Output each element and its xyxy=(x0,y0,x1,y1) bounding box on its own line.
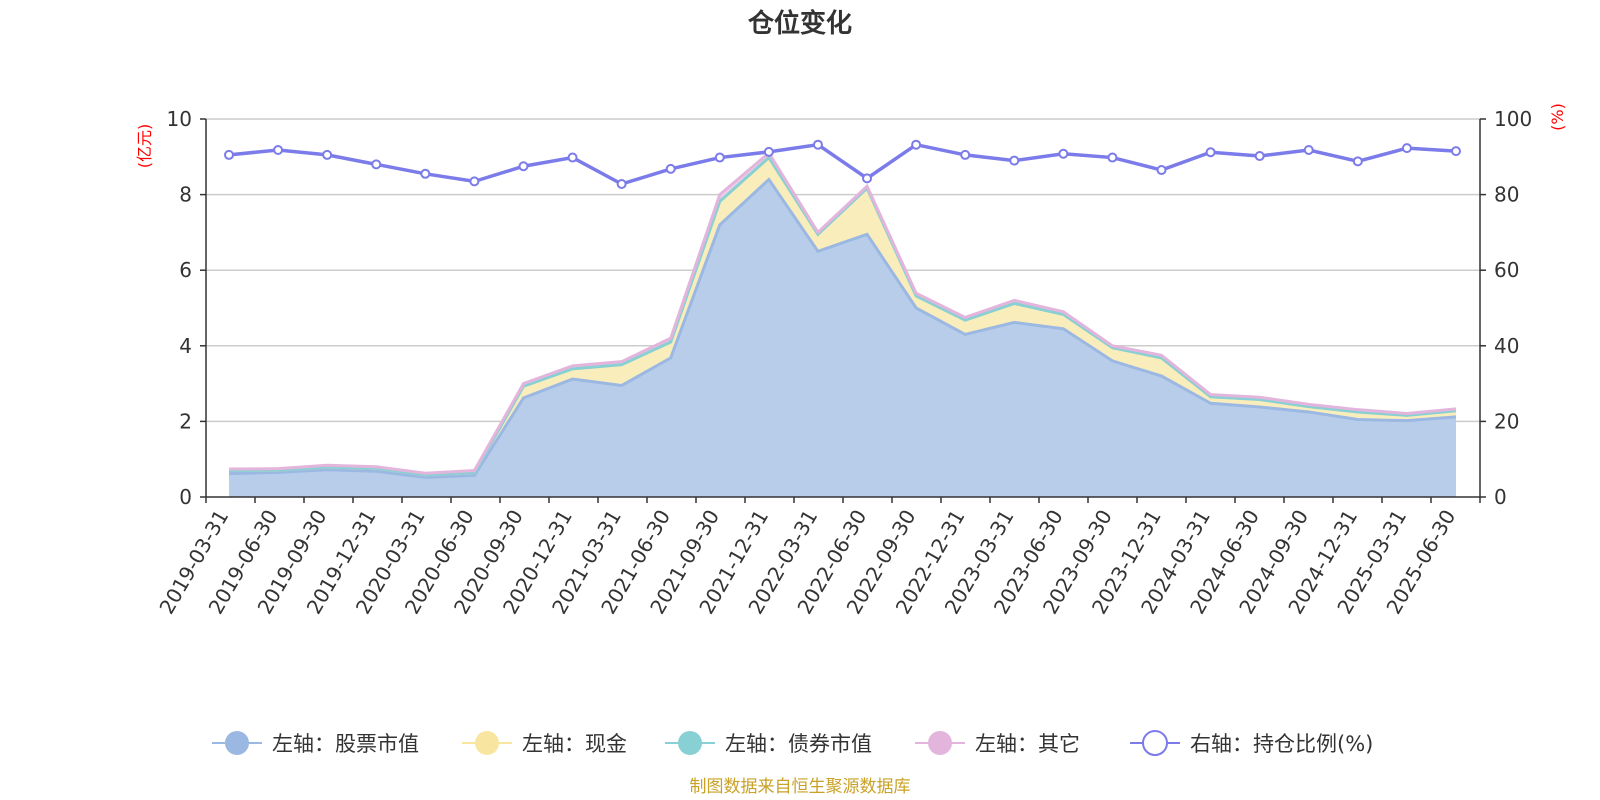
legend-label: 左轴：债券市值 xyxy=(725,732,872,756)
area-左轴：股票市值 xyxy=(229,179,1456,498)
legend-marker xyxy=(1142,730,1168,756)
ratio-point xyxy=(1401,143,1412,154)
left-axis-unit: (亿元) xyxy=(135,124,154,169)
legend-marker xyxy=(475,731,499,755)
legend-marker xyxy=(678,731,702,755)
legend-label: 右轴：持仓比例(%) xyxy=(1190,732,1373,756)
ratio-point xyxy=(911,139,922,150)
ratio-point xyxy=(1009,155,1020,166)
right-tick-label: 100 xyxy=(1494,107,1532,131)
area-edge-左轴：股票市值 xyxy=(228,177,1457,479)
legend-label: 左轴：其它 xyxy=(975,732,1080,756)
legend-marker xyxy=(928,731,952,755)
ratio-point xyxy=(567,152,578,163)
ratio-point xyxy=(469,176,480,187)
ratio-point xyxy=(1205,147,1216,158)
area-edge-左轴：其它 xyxy=(228,150,1457,475)
ratio-point xyxy=(420,168,431,179)
ratio-point xyxy=(1058,148,1069,159)
right-tick-label: 20 xyxy=(1494,409,1519,433)
ratio-point xyxy=(714,152,725,163)
left-tick-label: 10 xyxy=(167,107,192,131)
area-左轴：现金 xyxy=(229,157,1456,478)
ratio-point xyxy=(763,146,774,157)
left-tick-label: 8 xyxy=(179,183,192,207)
legend: 左轴：股票市值 左轴：现金 左轴：债券市值 左轴：其它 右轴：持仓比例(%) xyxy=(212,730,1373,756)
ratio-point xyxy=(1107,152,1118,163)
ratio-point xyxy=(862,173,873,184)
right-axis-unit: (%) xyxy=(1548,103,1567,131)
stacked-areas xyxy=(228,150,1457,498)
ratio-point xyxy=(518,161,529,172)
holding-ratio-line xyxy=(224,139,1461,190)
left-tick-label: 0 xyxy=(179,485,192,509)
ratio-point xyxy=(371,159,382,170)
ratio-point xyxy=(960,149,971,160)
right-tick-label: 60 xyxy=(1494,258,1519,282)
ratio-point xyxy=(616,179,627,190)
left-tick-label: 6 xyxy=(179,258,192,282)
ratio-point xyxy=(1254,151,1265,162)
ratio-polyline xyxy=(228,142,1457,186)
legend-marker xyxy=(225,731,249,755)
ratio-point xyxy=(322,149,333,160)
data-source-note: 制图数据来自恒生聚源数据库 xyxy=(690,777,911,797)
legend-label: 左轴：现金 xyxy=(522,732,627,756)
right-tick-label: 80 xyxy=(1494,183,1519,207)
chart-title: 仓位变化 xyxy=(747,8,852,39)
right-tick-label: 0 xyxy=(1494,485,1507,509)
left-tick-label: 4 xyxy=(179,334,192,358)
right-tick-label: 40 xyxy=(1494,334,1519,358)
ratio-point xyxy=(1156,165,1167,176)
ratio-point xyxy=(812,139,823,150)
left-tick-label: 2 xyxy=(179,409,192,433)
ratio-point xyxy=(665,163,676,174)
ratio-point xyxy=(273,144,284,155)
ratio-point xyxy=(1303,144,1314,155)
ratio-point xyxy=(1451,146,1461,157)
legend-label: 左轴：股票市值 xyxy=(272,732,419,756)
ratio-point xyxy=(1352,156,1363,167)
ratio-point xyxy=(224,149,234,160)
